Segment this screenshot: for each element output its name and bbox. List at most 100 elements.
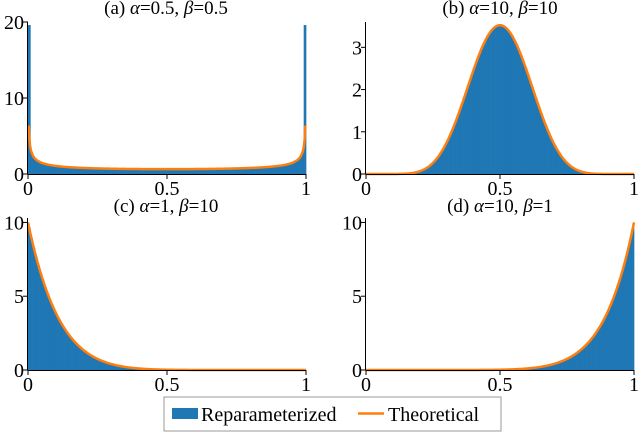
panel-b-bin — [455, 119, 458, 174]
panel-b-title: (b) α=10, β=10 — [442, 0, 557, 19]
panel-a-bin — [241, 168, 244, 174]
panel-b-bin — [511, 36, 514, 175]
panel-c-bin — [67, 334, 71, 370]
panel-b-bin — [567, 163, 570, 174]
panel-a-bin — [287, 164, 291, 174]
panel-d-bin — [582, 347, 586, 370]
panel-a-bin — [252, 167, 256, 174]
panel-d-bin — [542, 366, 546, 370]
panel-b-histogram — [388, 25, 613, 175]
panel-d-bin — [546, 365, 550, 370]
panel-c-bin — [60, 323, 64, 370]
panel-b-bin — [435, 159, 438, 174]
panel-d-y-tick-label: 10 — [342, 212, 362, 234]
panel-b-bin — [542, 119, 546, 174]
panel-b-bin — [531, 87, 534, 174]
panel-b-bin — [551, 140, 554, 174]
panel-b-bin — [470, 74, 474, 174]
panel-d-bin — [537, 367, 541, 370]
panel-b-bin — [575, 169, 579, 174]
panel-a-bin — [194, 169, 198, 174]
panel-a-bin — [275, 166, 279, 174]
panel-a-bin — [180, 169, 184, 174]
panel-d-bin — [631, 227, 635, 370]
panel-b-bin — [537, 107, 541, 174]
panel-b-bin — [462, 100, 465, 174]
panel-c-bin — [76, 345, 80, 370]
panel-a-bin — [173, 169, 177, 174]
panel-a-bin — [37, 161, 40, 174]
panel-d-bin — [562, 360, 566, 370]
panel-a-bin — [183, 169, 186, 174]
panel-d-bin — [535, 367, 539, 370]
panel-b-bin — [484, 40, 487, 175]
panel-c-bin — [69, 337, 73, 370]
panel-d-bin — [609, 305, 613, 370]
panel-a-bin — [30, 152, 33, 174]
panel-a-bin — [90, 168, 94, 174]
panel-c-title: (c) α=1, β=10 — [114, 196, 219, 217]
panel-c-bin — [48, 299, 52, 370]
panel-a-bin — [294, 161, 298, 174]
panel-b-bin — [569, 165, 572, 174]
panel-a-bin — [213, 168, 216, 174]
panel-d-bin — [558, 362, 561, 370]
panel-b-bin — [482, 44, 485, 175]
panel-a-bin — [134, 169, 138, 174]
panel-a-bin — [261, 167, 265, 174]
panel-b-bin — [495, 26, 499, 174]
panel-a-bin — [113, 168, 117, 174]
panel-a-bin — [72, 167, 75, 174]
panel-b-y-tick-label: 1 — [352, 122, 362, 144]
panel-a-bin — [282, 165, 286, 174]
panel-b-plot: 0 0.5 1 0 1 2 3 — [352, 22, 639, 200]
panel-a-bin — [303, 25, 307, 174]
panel-a-y-tick-label: 20 — [4, 12, 24, 34]
panel-c-y-tick-label: 10 — [4, 212, 24, 234]
panel-c-bin — [39, 273, 43, 370]
panel-a-bin — [217, 168, 221, 174]
panel-c-bin — [97, 359, 101, 370]
panel-d-y-tick-label: 0 — [352, 360, 362, 382]
panel-b-bin — [437, 156, 441, 174]
panel-c: (c) α=1, β=10 — [114, 196, 219, 217]
panel-b-bin — [562, 159, 566, 174]
panel-d: (d) α=10, β=1 — [447, 196, 553, 217]
panel-a-bin — [150, 169, 154, 174]
panel-a-bin — [120, 168, 124, 174]
panel-d-y-tick-label: 5 — [352, 286, 362, 308]
panel-a-x-tick-label: 1 — [301, 178, 311, 200]
panel-b-bin — [533, 94, 537, 174]
panel-b-bin — [522, 61, 525, 174]
panel-a-bin — [220, 168, 223, 174]
panel-a-bin — [51, 165, 54, 174]
panel-d-x-tick-label: 0.5 — [488, 374, 513, 396]
legend-frame — [163, 396, 502, 432]
panel-d-bin — [587, 342, 590, 370]
panel-b-bin — [475, 61, 479, 174]
panel-c-bin — [32, 247, 36, 370]
panel-c-bin — [28, 227, 31, 370]
panel-d-bin — [611, 299, 615, 370]
panel-d-bin — [589, 340, 592, 370]
panel-c-bin — [92, 357, 96, 370]
panel-b-bin — [540, 113, 543, 174]
panel-a-bin — [58, 166, 61, 174]
panel-c-bin — [78, 347, 82, 370]
panel-d-bin — [600, 323, 604, 370]
panel-b-bin — [573, 168, 577, 174]
panel-a-bin — [185, 169, 189, 174]
panel-b-bin — [517, 50, 521, 174]
panel-a-bin — [197, 169, 200, 174]
panel-c-bin — [83, 351, 87, 370]
panel-c-bin — [85, 352, 89, 370]
panel-a-bin — [245, 168, 249, 174]
panel-a-bin — [250, 167, 254, 174]
panel-d-bin — [593, 334, 597, 370]
panel-c-x-tick-label: 0.5 — [155, 374, 180, 396]
panel-d-bin — [584, 345, 588, 370]
panel-a-bin — [299, 157, 302, 174]
panel-c-bin — [58, 319, 61, 370]
